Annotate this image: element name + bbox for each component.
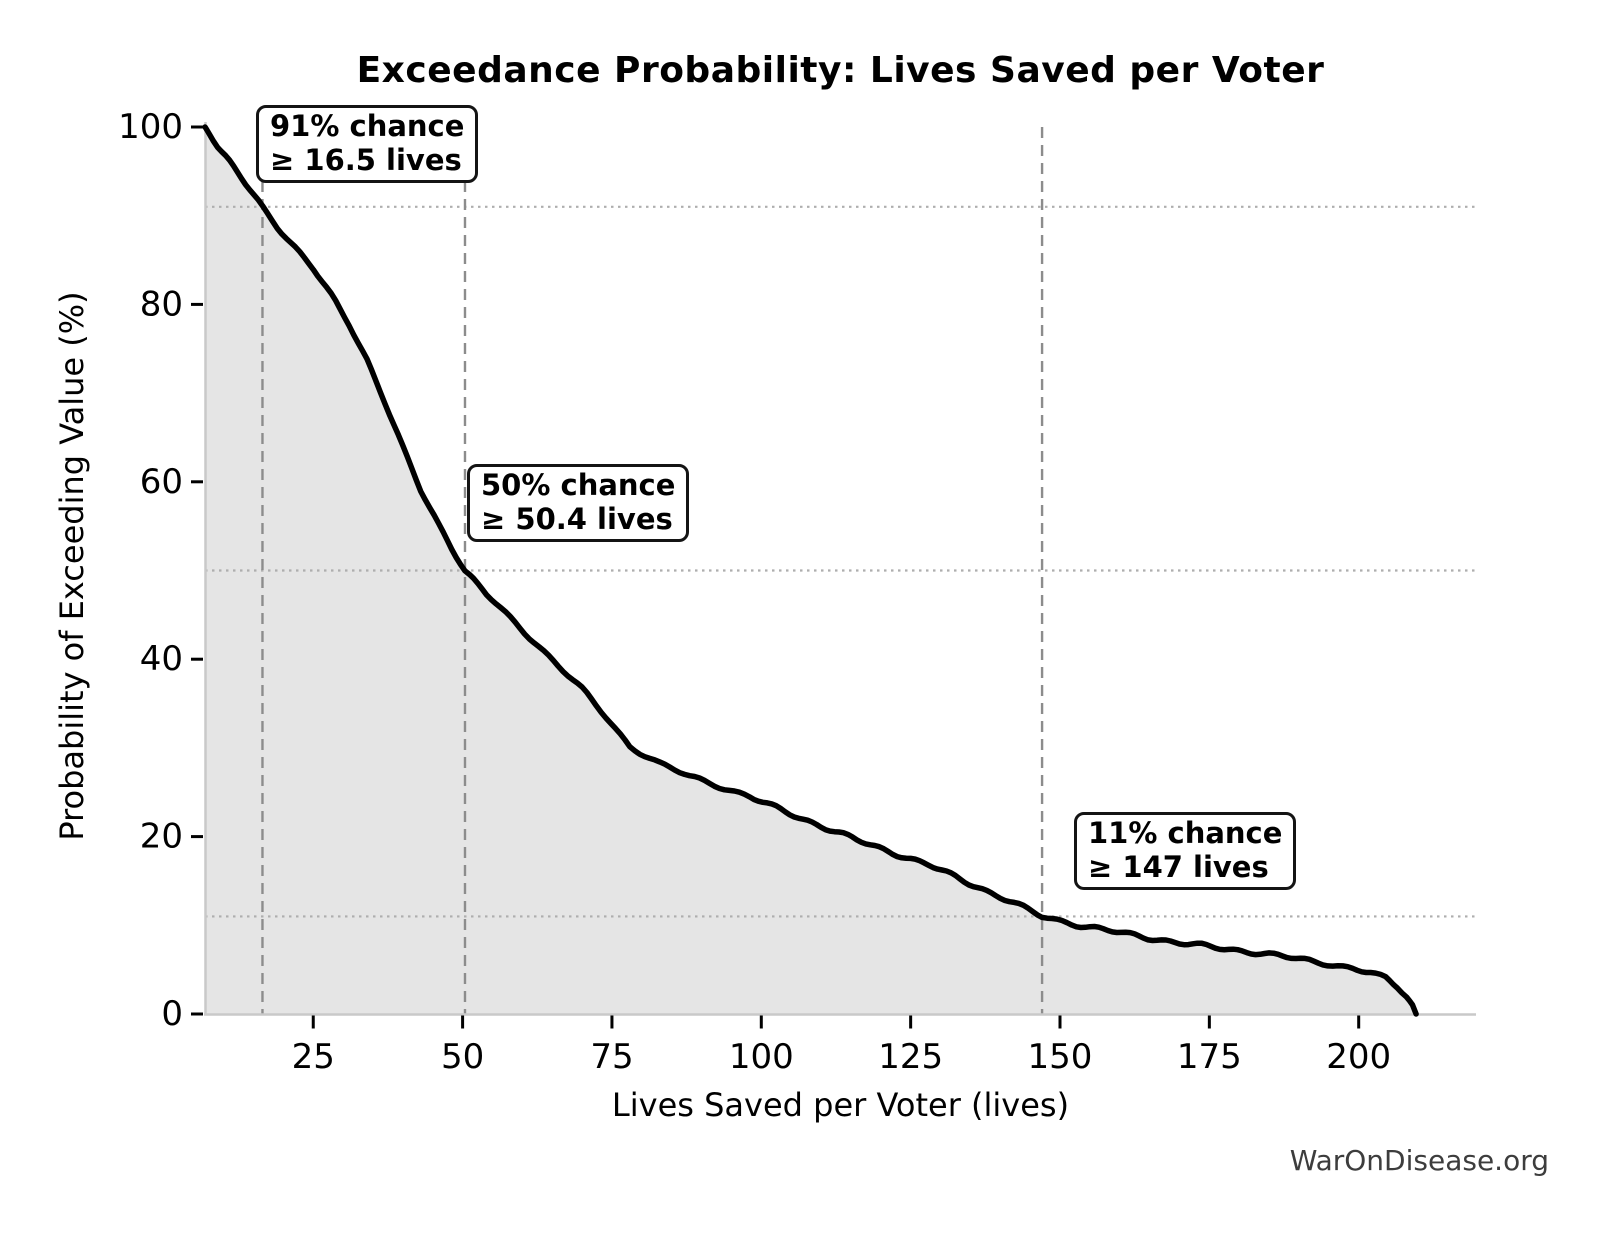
- x-tick-label: 75: [590, 1037, 633, 1077]
- chart-title: Exceedance Probability: Lives Saved per …: [356, 50, 1325, 91]
- annotation-50pct-line1: 50% chance: [481, 468, 676, 502]
- annotation-91pct-line2: ≥ 16.5 lives: [270, 143, 462, 177]
- x-tick-label: 175: [1177, 1037, 1242, 1077]
- exceedance-curve-line: [202, 124, 1419, 1017]
- x-tick-label: 125: [878, 1037, 943, 1077]
- x-tick-label: 200: [1326, 1037, 1391, 1077]
- y-tick-label: 20: [140, 817, 183, 857]
- x-tick-label: 50: [441, 1037, 484, 1077]
- annotation-box-91pct: 91% chance ≥ 16.5 lives: [256, 105, 479, 183]
- y-tick-label: 100: [118, 107, 183, 147]
- annotation-box-11pct: 11% chance ≥ 147 lives: [1074, 812, 1297, 890]
- annotation-11pct-line2: ≥ 147 lives: [1088, 850, 1269, 884]
- x-axis-label: Lives Saved per Voter (lives): [611, 1086, 1070, 1124]
- y-tick-label: 0: [161, 994, 183, 1034]
- y-tick-label: 80: [140, 284, 183, 324]
- watermark: WarOnDisease.org: [1289, 1144, 1549, 1177]
- annotation-box-50pct: 50% chance ≥ 50.4 lives: [467, 464, 690, 542]
- curve-area-fill: [205, 127, 1417, 1015]
- x-tick-label: 25: [292, 1037, 335, 1077]
- annotation-50pct-line2: ≥ 50.4 lives: [481, 502, 673, 536]
- x-tick-label: 100: [729, 1037, 794, 1077]
- y-tick-label: 40: [140, 639, 183, 679]
- y-tick-label: 60: [140, 462, 183, 502]
- annotation-11pct-line1: 11% chance: [1088, 816, 1283, 850]
- y-axis-label: Probability of Exceeding Value (%): [53, 291, 91, 841]
- annotation-91pct-line1: 91% chance: [270, 109, 465, 143]
- x-tick-label: 150: [1028, 1037, 1093, 1077]
